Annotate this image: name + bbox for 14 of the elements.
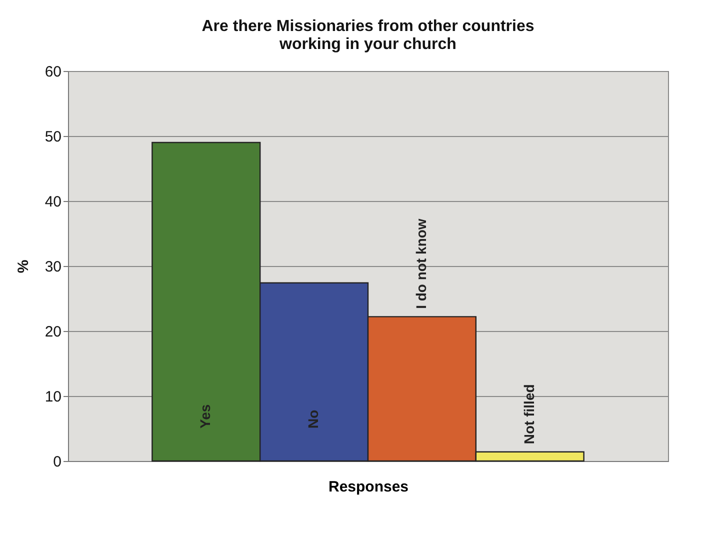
y-tick-label: 0 [53,454,62,470]
x-tick-label: No [305,410,322,428]
x-axis-title: Responses [328,478,409,496]
y-tick-label: 20 [44,324,62,340]
y-tick-label: 10 [44,388,62,406]
x-tick-label: Not filled [520,384,537,444]
y-tick-label: 40 [44,194,62,210]
y-tick-label: 50 [44,128,62,146]
x-tick-label: I do not know [412,218,429,309]
chart-title: Are there Missionaries from other countries working in your church [202,18,534,53]
y-tick-label: 60 [44,64,62,80]
x-tick-label: Yes [197,404,214,428]
y-tick-label: 30 [44,258,62,276]
y-axis-title: % [14,260,32,274]
